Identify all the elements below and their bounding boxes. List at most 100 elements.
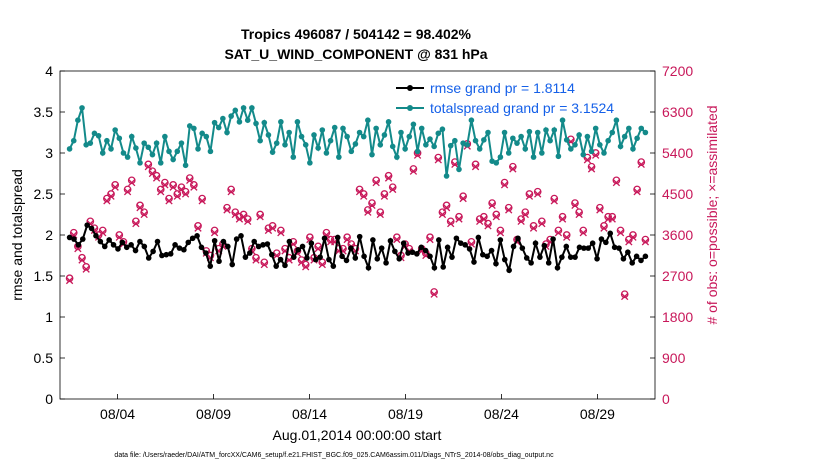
obs-possible-point <box>297 256 306 264</box>
totalspread-point <box>613 117 620 123</box>
obs-possible-point <box>521 208 530 217</box>
obs-possible-point <box>161 178 169 187</box>
rmse-point <box>484 253 490 260</box>
totalspread-point <box>195 146 201 152</box>
obs-possible-point <box>388 183 397 192</box>
totalspread-point <box>282 142 288 148</box>
rmse-point <box>550 236 556 242</box>
obs-possible-point <box>107 190 115 198</box>
obs-possible-point <box>364 206 372 214</box>
obs-assimilated-point <box>181 190 190 198</box>
obs-assimilated-point <box>132 219 140 228</box>
obs-possible-point <box>148 167 157 176</box>
totalspread-point <box>377 142 384 148</box>
totalspread-point <box>174 148 181 155</box>
totalspread-point <box>576 132 582 138</box>
rmse-point <box>154 238 161 245</box>
obs-possible-point <box>190 181 198 189</box>
rmse-point <box>603 239 609 246</box>
obs-possible-point <box>459 192 467 201</box>
x-tick-label: 08/04 <box>100 406 135 422</box>
totalspread-point <box>410 121 417 128</box>
obs-assimilated-point <box>244 217 252 225</box>
left-tick-label: 2 <box>45 227 53 243</box>
rmse-point <box>405 250 411 256</box>
rmse-point <box>225 243 231 250</box>
totalspread-point <box>510 135 516 142</box>
totalspread-point <box>236 119 243 125</box>
totalspread-point <box>298 133 305 140</box>
obs-assimilated-point <box>484 222 492 230</box>
obs-assimilated-point <box>447 219 455 228</box>
rmse-point <box>194 233 200 239</box>
obs-assimilated-point <box>140 210 148 219</box>
totalspread-point <box>543 127 549 133</box>
obs-possible-point <box>608 212 617 221</box>
rmse-point <box>453 235 460 242</box>
totalspread-point <box>133 145 139 151</box>
totalspread-point <box>398 129 404 136</box>
totalspread-point <box>240 105 247 111</box>
obs-assimilated-point <box>579 229 587 237</box>
obs-assimilated-point <box>496 229 505 237</box>
totalspread-point <box>340 125 346 132</box>
obs-assimilated-point <box>376 210 384 219</box>
obs-assimilated-point <box>372 178 380 187</box>
totalspread-point <box>497 154 504 160</box>
totalspread-point <box>373 125 379 132</box>
totalspread-point <box>137 160 143 166</box>
obs-assimilated-point <box>152 174 161 182</box>
obs-possible-point <box>127 176 136 185</box>
totalspread-point <box>249 105 255 111</box>
rmse-point <box>594 255 600 262</box>
rmse-point <box>277 256 284 263</box>
right-tick-label: 900 <box>662 350 686 366</box>
rmse-point <box>370 237 376 243</box>
left-tick-label: 3 <box>45 145 53 161</box>
totalspread-point <box>166 148 172 155</box>
rmse-point <box>396 255 403 262</box>
obs-possible-point <box>355 185 364 194</box>
totalspread-point <box>170 156 176 163</box>
obs-possible-point <box>620 290 629 299</box>
totalspread-point <box>290 154 297 160</box>
obs-possible-point <box>641 235 650 244</box>
rmse-point <box>475 234 482 241</box>
x-axis: 08/04 08/09 08/14 08/19 08/24 08/29 <box>100 394 615 422</box>
x-tick-label: 08/09 <box>196 406 231 422</box>
obs-possible-point <box>239 210 248 219</box>
rmse-point <box>150 248 156 255</box>
obs-assimilated-point <box>210 229 219 237</box>
obs-assimilated-point <box>380 192 389 200</box>
obs-possible-point <box>376 208 385 217</box>
obs-assimilated-point <box>434 156 442 164</box>
totalspread-point <box>116 135 123 142</box>
rmse-point <box>185 239 192 246</box>
rmse-point <box>352 255 359 261</box>
obs-possible-point <box>496 226 505 235</box>
obs-possible-point <box>533 187 542 196</box>
obs-possible-point <box>306 233 314 242</box>
totalspread-point <box>418 125 425 132</box>
obs-possible-point <box>595 203 604 212</box>
totalspread-point <box>439 126 446 133</box>
totalspread-point <box>360 133 367 140</box>
obs-possible-point <box>529 222 538 230</box>
rmse-point <box>282 262 288 269</box>
obs-assimilated-point <box>587 165 596 173</box>
obs-assimilated-point <box>633 188 641 196</box>
totalspread-point <box>211 119 218 126</box>
obs-assimilated-point <box>136 204 144 212</box>
rmse-point <box>233 236 240 242</box>
x-tick-label: 08/24 <box>484 406 519 422</box>
totalspread-point <box>427 136 433 142</box>
obs-assimilated-point <box>558 215 567 223</box>
rmse-point <box>633 253 640 260</box>
obs-possible-point <box>144 160 153 169</box>
y-axis-label-left: rmse and totalspread <box>9 169 25 301</box>
rmse-point <box>488 247 495 254</box>
obs-possible-point <box>152 171 161 180</box>
totalspread-point <box>414 148 421 155</box>
totalspread-point <box>232 107 239 114</box>
obs-assimilated-point <box>223 206 231 214</box>
